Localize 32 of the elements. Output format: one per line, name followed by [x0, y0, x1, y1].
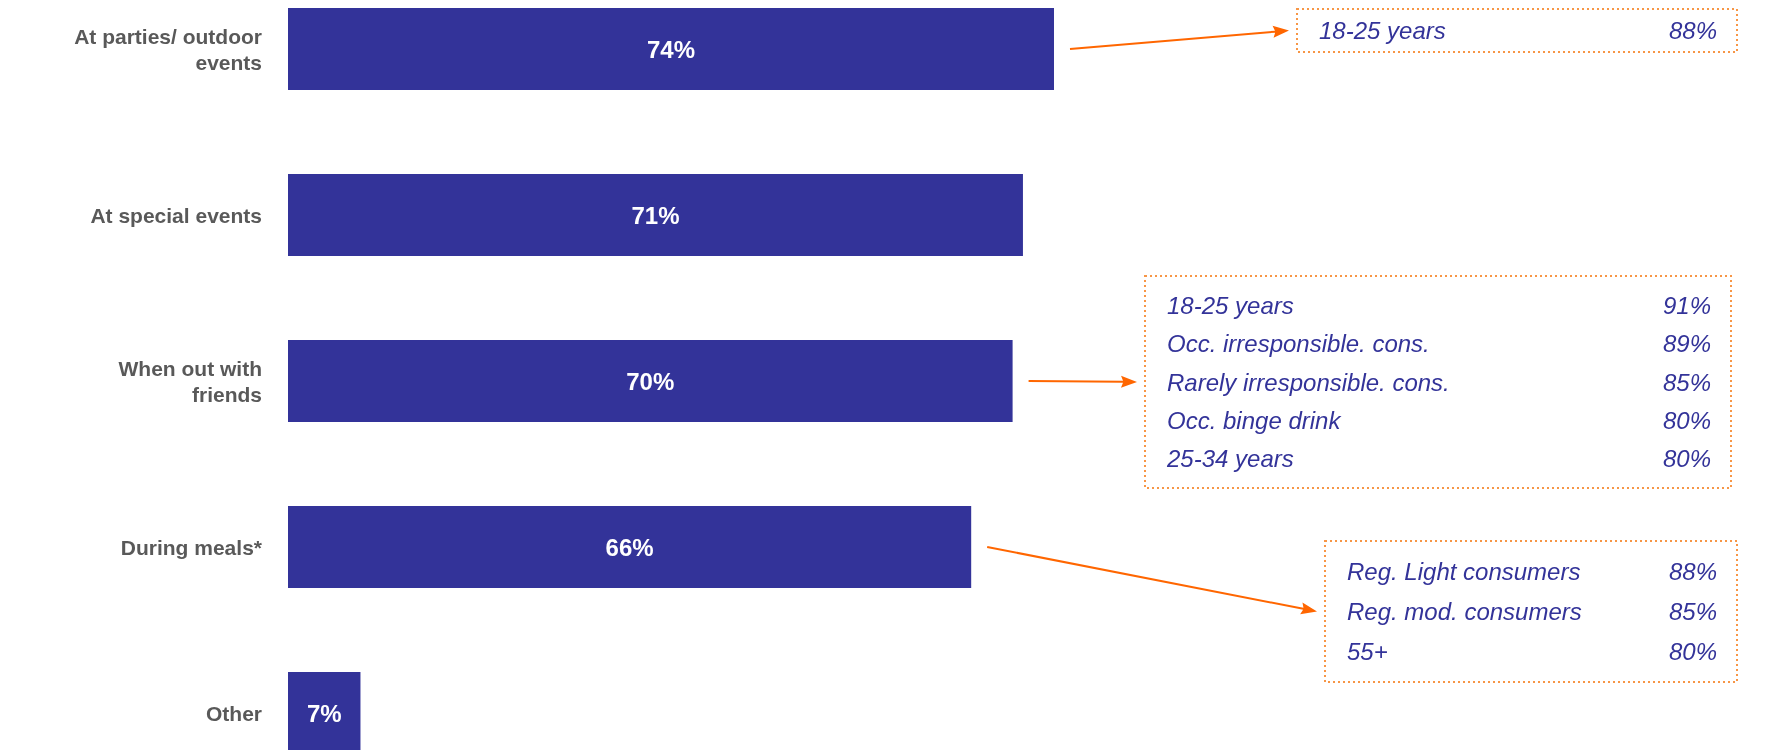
- bar: [288, 506, 972, 588]
- y-tick-label: At special events: [90, 203, 262, 227]
- text: 18-25 years: [1167, 291, 1294, 319]
- y-tick-label: When out with friends: [118, 356, 262, 406]
- bar: [288, 174, 1023, 256]
- text: 91%: [1662, 291, 1711, 319]
- bar: [288, 8, 1054, 90]
- data-label: 7%: [306, 699, 342, 727]
- text: 88%: [1668, 17, 1717, 44]
- text: 55+: [1347, 638, 1388, 666]
- data-label: 70%: [626, 367, 675, 395]
- text: Reg. Light consumers: [1347, 557, 1581, 585]
- text: 89%: [1662, 330, 1711, 358]
- y-tick-label: At parties/ outdoor events: [74, 24, 262, 74]
- data-label: 66%: [605, 533, 654, 561]
- text: 85%: [1668, 598, 1717, 625]
- data-label: 71%: [631, 201, 680, 229]
- bar: [288, 340, 1013, 422]
- text: 80%: [1668, 638, 1717, 666]
- text: Occ. binge drink: [1167, 406, 1343, 434]
- text: 80%: [1662, 406, 1711, 434]
- text: Occ. irresponsible. cons.: [1167, 330, 1430, 358]
- y-tick-label: Other: [205, 701, 262, 725]
- text: 18-25 years: [1319, 17, 1446, 44]
- y-tick-label: During meals*: [120, 535, 263, 559]
- text: Rarely irresponsible. cons.: [1167, 368, 1450, 396]
- text: 80%: [1662, 445, 1711, 473]
- text: 25-34 years: [1166, 445, 1294, 473]
- text: Reg. mod. consumers: [1347, 598, 1582, 625]
- text: 88%: [1668, 557, 1717, 585]
- data-label: 74%: [646, 35, 696, 63]
- text: 85%: [1662, 368, 1711, 396]
